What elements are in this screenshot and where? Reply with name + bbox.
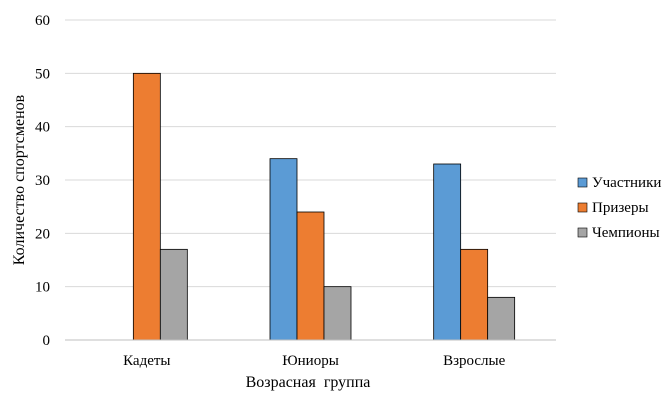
y-tick-label: 30 xyxy=(35,173,50,189)
y-tick-label: 10 xyxy=(35,280,50,296)
legend: Участники Призеры Чемпионы xyxy=(577,175,661,241)
x-tick-label: Кадеты xyxy=(123,353,170,369)
y-axis-title: Количество спортсменов xyxy=(11,94,28,265)
bar-1-3 xyxy=(433,163,462,341)
legend-swatch xyxy=(577,177,588,188)
axes: 0 10 20 30 40 50 60 Кадеты Юниоры Взрослые xyxy=(35,13,556,369)
y-tick-label: 60 xyxy=(35,13,50,29)
legend-swatch xyxy=(577,227,588,238)
y-tick-label: 40 xyxy=(35,120,50,136)
bar-2-2 xyxy=(296,211,325,341)
y-tick-label: 20 xyxy=(35,226,50,242)
legend-label: Участники xyxy=(592,175,661,191)
bar-2-1 xyxy=(132,72,161,341)
bar-1-2 xyxy=(269,158,298,341)
x-tick-label: Юниоры xyxy=(282,353,339,369)
legend-label: Чемпионы xyxy=(592,225,660,241)
bars xyxy=(132,72,516,341)
bar-2-3 xyxy=(460,248,489,341)
bar-3-1 xyxy=(159,248,188,341)
legend-label: Призеры xyxy=(592,200,649,216)
bar-3-3 xyxy=(487,296,516,341)
bar-3-2 xyxy=(323,286,352,341)
x-axis-title: Возрасная группа xyxy=(246,374,371,391)
y-tick-label: 50 xyxy=(35,66,50,82)
y-tick-label: 0 xyxy=(43,333,51,349)
x-tick-label: Взрослые xyxy=(443,353,506,369)
legend-swatch xyxy=(577,202,588,213)
